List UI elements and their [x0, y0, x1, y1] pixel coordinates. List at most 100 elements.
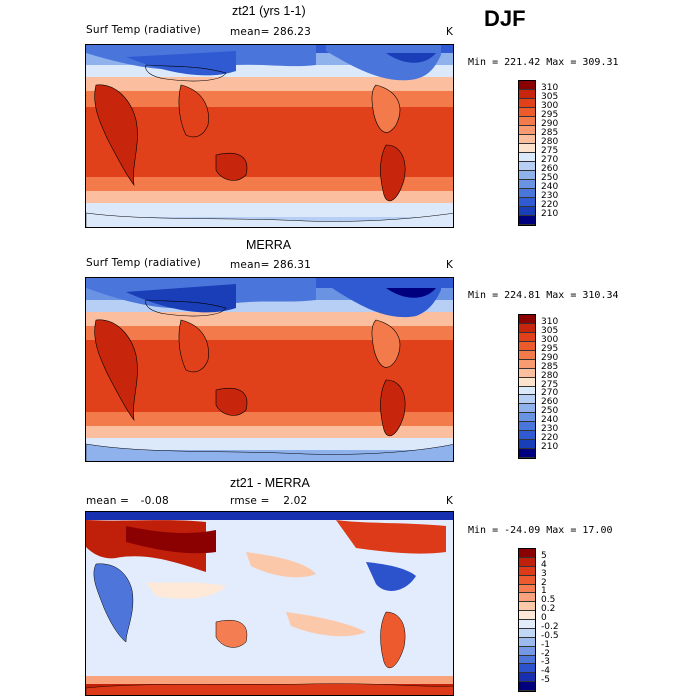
- colorbar-segment: [519, 377, 535, 387]
- colorbar-tick-label: 210: [541, 442, 559, 453]
- panel-left-label-model: Surf Temp (radiative): [86, 24, 201, 36]
- colorbar-tick-label: -0.2: [541, 621, 559, 632]
- panel-stat-model: mean= 286.23: [230, 26, 311, 38]
- colorbar-segment: [519, 557, 535, 567]
- colorbar-tick-label: 310: [541, 83, 559, 93]
- colorbar-tick-label: 290: [541, 352, 559, 363]
- colorbar-segment: [519, 180, 535, 189]
- colorbar-tick-label: 250: [541, 173, 559, 183]
- colorbar-tick-label: 275: [541, 379, 559, 390]
- colorbar-tick-label: 230: [541, 424, 559, 435]
- colorbar-tick-label: 0: [541, 613, 547, 623]
- panel-title-diff: zt21 - MERRA: [230, 476, 310, 490]
- map-obs: [85, 277, 454, 462]
- colorbar-segment: [519, 341, 535, 351]
- colorbar-segment: [519, 153, 535, 162]
- colorbar-tick-label: 300: [541, 101, 559, 111]
- colorbar-tick-label: -2: [541, 648, 550, 659]
- colorbar-segment: [519, 637, 535, 647]
- colorbar-tick-label: 0.5: [541, 595, 556, 606]
- colorbar-tick-label: 220: [541, 433, 559, 444]
- colorbar-tick-label: 210: [541, 209, 559, 219]
- map-obs-field: [86, 278, 453, 461]
- stat-value: 286.23: [273, 26, 312, 38]
- colorbar-tick-label: 5: [541, 550, 547, 561]
- colorbar-segment: [519, 664, 535, 674]
- colorbar-tick-label: 300: [541, 334, 559, 345]
- colorbar-tick-label: 310: [541, 316, 559, 327]
- colorbar-segment: [519, 566, 535, 576]
- colorbar-segment: [519, 620, 535, 629]
- colorbar-tick-label: 285: [541, 128, 559, 138]
- map-model: [85, 44, 454, 228]
- range-text-diff: Min = -24.09 Max = 17.00: [468, 525, 613, 536]
- colorbar-tick-label: 250: [541, 406, 559, 417]
- colorbar-segment: [519, 593, 535, 603]
- colorbar-segment: [519, 628, 535, 638]
- season-label: DJF: [484, 6, 526, 31]
- colorbar-tick-label: 305: [541, 92, 559, 102]
- colorbar-segment: [519, 646, 535, 656]
- colorbar-tick-label: 290: [541, 119, 559, 129]
- colorbar-tick-label: 240: [541, 415, 559, 426]
- stat-label: rmse =: [230, 495, 270, 507]
- panel-unit-obs: K: [446, 259, 454, 271]
- map-diff: [85, 511, 454, 696]
- colorbar-obs: [518, 314, 536, 459]
- colorbar-segment: [519, 216, 535, 225]
- colorbar-tick-label: 260: [541, 397, 559, 408]
- panel-stat-diff: rmse = 2.02: [230, 495, 307, 507]
- colorbar-tick-label: 240: [541, 182, 559, 192]
- colorbar-segment: [519, 117, 535, 126]
- colorbar-segment: [519, 99, 535, 108]
- panel-left-label-diff: mean = -0.08: [86, 495, 169, 507]
- colorbar-tick-label: 220: [541, 200, 559, 210]
- stat-label: mean=: [230, 259, 270, 271]
- panel-left-label-obs: Surf Temp (radiative): [86, 257, 201, 269]
- colorbar-segment: [519, 682, 535, 691]
- colorbar-segment: [519, 395, 535, 405]
- panel-unit-diff: K: [446, 495, 454, 507]
- colorbar-segment: [519, 189, 535, 198]
- colorbar-tick-label: -5: [541, 675, 550, 686]
- colorbar-tick-label: 2: [541, 577, 547, 588]
- colorbar-tick-label: 1: [541, 586, 547, 597]
- colorbar-segment: [519, 126, 535, 135]
- colorbar-tick-label: 275: [541, 146, 559, 156]
- colorbar-tick-label: 3: [541, 568, 547, 579]
- colorbar-segment: [519, 673, 535, 683]
- colorbar-segment: [519, 207, 535, 216]
- colorbar-segment: [519, 171, 535, 180]
- colorbar-segment: [519, 449, 535, 458]
- colorbar-segment: [519, 81, 535, 90]
- panel-title-obs: MERRA: [246, 238, 292, 252]
- stat-label: mean=: [230, 26, 270, 38]
- colorbar-tick-label: 295: [541, 343, 559, 354]
- colorbar-segment: [519, 162, 535, 171]
- colorbar-segment: [519, 602, 535, 612]
- stat-value: 286.31: [273, 259, 312, 271]
- diff-mean-label: mean =: [86, 495, 130, 507]
- colorbar-tick-label: 285: [541, 361, 559, 372]
- map-diff-field: [86, 512, 453, 695]
- colorbar-tick-label: 295: [541, 110, 559, 120]
- colorbar-segment: [519, 422, 535, 432]
- colorbar-segment: [519, 315, 535, 324]
- colorbar-tick-label: 260: [541, 164, 559, 174]
- colorbar-segment: [519, 413, 535, 423]
- colorbar-segment: [519, 611, 535, 620]
- diff-mean-value: -0.08: [140, 495, 169, 507]
- colorbar-segment: [519, 404, 535, 414]
- colorbar-tick-label: 4: [541, 559, 547, 570]
- colorbar-segment: [519, 431, 535, 441]
- colorbar-segment: [519, 655, 535, 665]
- colorbar-tick-label: 280: [541, 370, 559, 381]
- colorbar-segment: [519, 323, 535, 333]
- panel-unit-model: K: [446, 26, 454, 38]
- colorbar-tick-label: -3: [541, 657, 550, 668]
- colorbar-tick-label: 305: [541, 325, 559, 336]
- colorbar-tick-label: 280: [541, 137, 559, 147]
- colorbar-model: [518, 80, 536, 226]
- colorbar-segment: [519, 584, 535, 594]
- colorbar-segment: [519, 332, 535, 342]
